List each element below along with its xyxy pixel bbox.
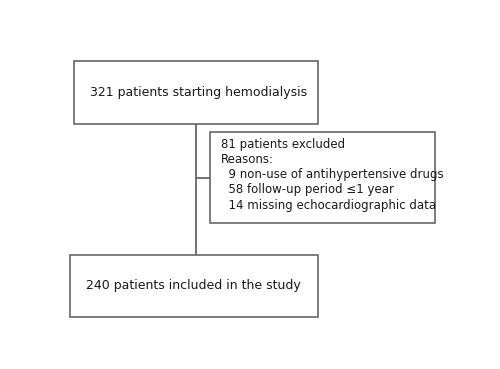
FancyBboxPatch shape bbox=[70, 255, 318, 317]
Text: Reasons:: Reasons: bbox=[222, 153, 274, 166]
Text: 14 missing echocardiographic data: 14 missing echocardiographic data bbox=[222, 199, 436, 211]
Text: 321 patients starting hemodialysis: 321 patients starting hemodialysis bbox=[90, 86, 307, 99]
FancyBboxPatch shape bbox=[74, 61, 318, 124]
Text: 9 non-use of antihypertensive drugs: 9 non-use of antihypertensive drugs bbox=[222, 168, 444, 181]
Text: 58 follow-up period ≤1 year: 58 follow-up period ≤1 year bbox=[222, 183, 394, 196]
Text: 240 patients included in the study: 240 patients included in the study bbox=[86, 279, 300, 292]
Text: 81 patients excluded: 81 patients excluded bbox=[222, 138, 346, 151]
FancyBboxPatch shape bbox=[210, 132, 434, 223]
